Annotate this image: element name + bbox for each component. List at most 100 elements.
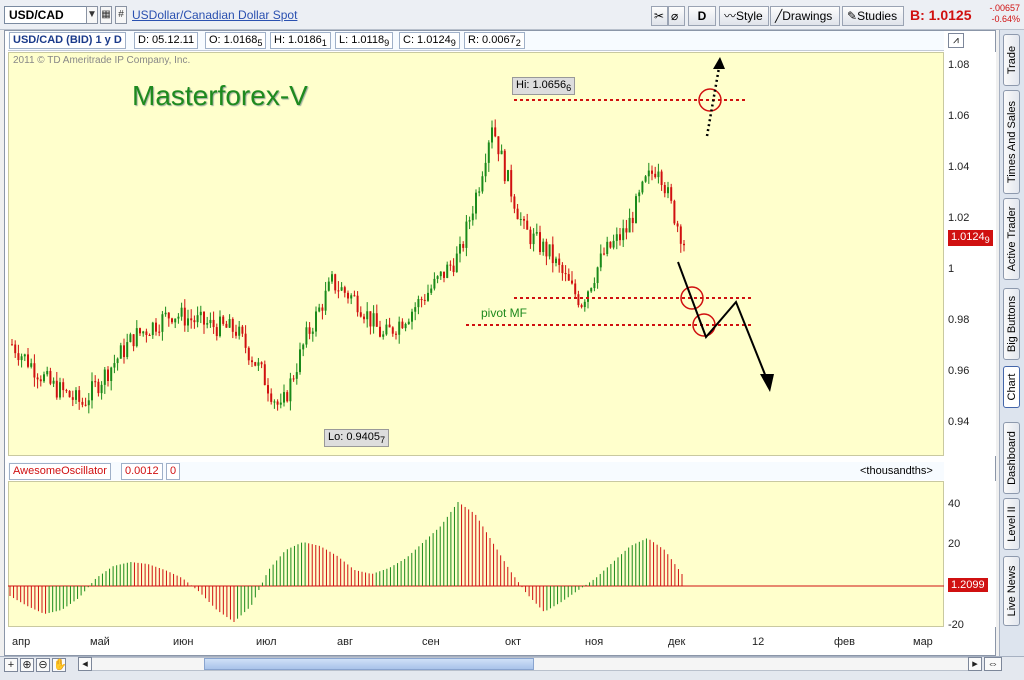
candle-body — [289, 378, 292, 402]
candle-body — [183, 307, 186, 326]
tab-big-buttons[interactable]: Big Buttons — [1003, 288, 1020, 360]
candle-body — [500, 150, 503, 155]
drawings-label: Drawings — [782, 9, 833, 23]
chart-style-icon: 〰 — [724, 9, 737, 23]
high-value: H: 1.01861 — [270, 32, 331, 49]
candle-body — [113, 363, 116, 368]
candle-body — [235, 331, 237, 336]
candle-body — [391, 327, 394, 334]
tab-level-ii[interactable]: Level II — [1003, 498, 1020, 550]
candle-body — [155, 322, 157, 332]
candle-body — [55, 380, 58, 398]
candle-body — [670, 187, 673, 201]
candle-body — [407, 321, 410, 324]
crosshair-icon[interactable]: + — [4, 658, 18, 672]
price-change: -.00657 -0.64% — [982, 3, 1020, 25]
candle-body — [49, 370, 52, 384]
candle-body — [612, 240, 615, 248]
hi-sub: 6 — [566, 83, 572, 94]
arrow-down-icon[interactable]: ▼ — [86, 6, 98, 24]
candle-body — [555, 258, 557, 264]
scrollbar-thumb[interactable] — [204, 658, 534, 670]
candle-body — [430, 288, 433, 293]
tab-live-news[interactable]: Live News — [1003, 556, 1020, 626]
candle-body — [353, 295, 356, 297]
candle-body — [465, 221, 468, 248]
open-sub: 5 — [257, 38, 263, 49]
instrument-label[interactable]: USD/CAD (BID) 1 y D — [9, 32, 126, 49]
period-button[interactable]: D — [688, 6, 716, 26]
price-plot[interactable] — [8, 52, 944, 456]
tab-times-and-sales[interactable]: Times And Sales — [1003, 90, 1020, 194]
candle-body — [212, 319, 215, 328]
symbol-input[interactable]: USD/CAD — [4, 6, 92, 24]
tab-active-trader[interactable]: Active Trader — [1003, 198, 1020, 280]
candle-body — [244, 333, 247, 348]
symbol-description-link[interactable]: USDollar/Canadian Dollar Spot — [132, 8, 298, 22]
candle-body — [638, 192, 641, 197]
time-tick: окт — [505, 636, 522, 648]
hash-icon[interactable]: ▦ — [100, 6, 112, 24]
studies-button[interactable]: ✎Studies — [842, 6, 904, 26]
tab-chart[interactable]: Chart — [1003, 366, 1020, 408]
candle-body — [417, 299, 420, 308]
studies-label: Studies — [857, 9, 898, 23]
candle-body — [535, 232, 538, 234]
candle-body — [625, 228, 628, 233]
candle-body — [270, 393, 273, 402]
candle-body — [11, 344, 13, 346]
candle-body — [59, 382, 61, 398]
candle-body — [644, 176, 647, 182]
candle-body — [260, 362, 263, 365]
oscillator-axis[interactable] — [944, 481, 996, 627]
scroll-left-icon[interactable]: ◂ — [78, 657, 92, 671]
candle-body — [81, 401, 84, 405]
candle-body — [27, 354, 29, 367]
candle-body — [439, 271, 442, 277]
candle-body — [231, 319, 234, 332]
candle-body — [475, 192, 477, 214]
zoom-in-icon[interactable]: ⊕ — [20, 658, 34, 672]
tab-trade[interactable]: Trade — [1003, 34, 1020, 86]
price-axis[interactable] — [944, 52, 996, 456]
candle-body — [126, 342, 129, 358]
candle-body — [225, 323, 228, 328]
candle-body — [299, 349, 301, 373]
zoom-out-icon[interactable]: ⊖ — [36, 658, 50, 672]
candle-body — [174, 318, 177, 323]
candle-body — [603, 253, 605, 255]
tab-dashboard[interactable]: Dashboard — [1003, 422, 1020, 494]
candle-body — [263, 364, 266, 386]
candle-body — [302, 344, 305, 350]
candle-body — [206, 323, 209, 325]
candle-body — [340, 287, 343, 291]
tab-label: Active Trader — [1005, 206, 1018, 272]
tab-label: Level II — [1005, 506, 1018, 542]
candle-body — [158, 331, 161, 333]
lo-text: Lo: 0.9405 — [328, 431, 380, 443]
hash-icon[interactable]: # — [115, 6, 127, 24]
time-tick: апр — [12, 636, 31, 648]
change-abs: -.00657 — [989, 3, 1020, 13]
candle-body — [100, 384, 103, 394]
scissors-icon[interactable]: ✂ — [651, 6, 668, 26]
tab-label: Trade — [1005, 45, 1018, 75]
candle-body — [209, 319, 212, 324]
hand-icon[interactable]: ✋ — [52, 658, 67, 672]
candle-body — [363, 316, 365, 320]
oscillator-name[interactable]: AwesomeOscillator — [9, 463, 111, 480]
candle-body — [180, 307, 183, 317]
tab-label: Big Buttons — [1005, 295, 1018, 353]
scroll-right-icon[interactable]: ▸ — [968, 657, 982, 671]
candle-body — [151, 322, 154, 336]
candle-body — [583, 301, 586, 308]
candle-body — [526, 220, 529, 230]
candle-body — [519, 218, 522, 220]
chart-settings-icon[interactable]: ⩘ — [948, 33, 964, 48]
drawings-button[interactable]: ╱Drawings — [770, 6, 840, 26]
time-tick: фев — [834, 636, 856, 648]
time-tick: июн — [173, 636, 194, 648]
expand-icon[interactable]: ⇔ — [984, 657, 1002, 671]
magnet-icon[interactable]: ⌀ — [668, 6, 685, 26]
style-button[interactable]: 〰Style — [719, 6, 769, 26]
